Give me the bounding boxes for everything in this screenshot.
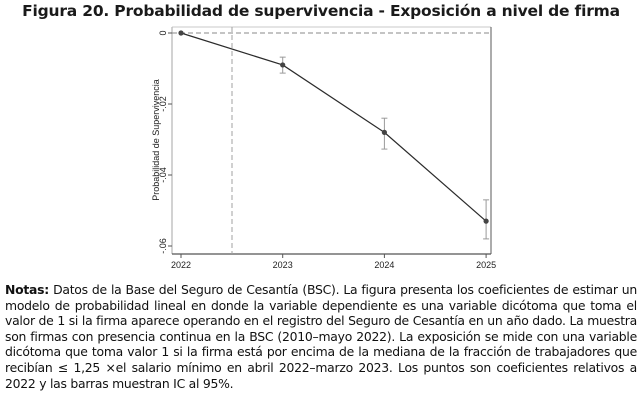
figure-notes: Notas: Datos de la Base del Seguro de Ce… — [5, 282, 637, 391]
y-axis-ticks: 0 -.02 -.04 -.06 — [158, 30, 172, 254]
y-tick-label: 0 — [158, 30, 168, 35]
data-point — [483, 218, 489, 224]
notes-label: Notas: — [5, 282, 49, 297]
series-line — [180, 32, 487, 222]
x-tick-label: 2025 — [476, 260, 496, 270]
data-markers — [178, 30, 489, 224]
survival-probability-chart: 0 -.02 -.04 -.06 2022 2023 2024 2025 Probabili… — [151, 26, 496, 270]
x-tick-label: 2023 — [273, 260, 293, 270]
plot-frame — [171, 26, 492, 255]
y-axis-label: Probabilidad de Supervivencia — [151, 79, 161, 201]
y-tick-label: -.06 — [158, 238, 168, 254]
x-tick-label: 2022 — [171, 260, 191, 270]
y-tick-label: -.04 — [158, 167, 168, 183]
figure-title: Figura 20. Probabilidad de supervivencia… — [22, 2, 620, 20]
x-tick-label: 2024 — [374, 260, 394, 270]
data-point — [178, 30, 184, 36]
data-point — [381, 129, 387, 135]
notes-text: Datos de la Base del Seguro de Cesantía … — [5, 282, 637, 391]
data-point — [280, 62, 286, 68]
x-axis-ticks: 2022 2023 2024 2025 — [171, 254, 496, 270]
y-tick-label: -.02 — [158, 96, 168, 112]
